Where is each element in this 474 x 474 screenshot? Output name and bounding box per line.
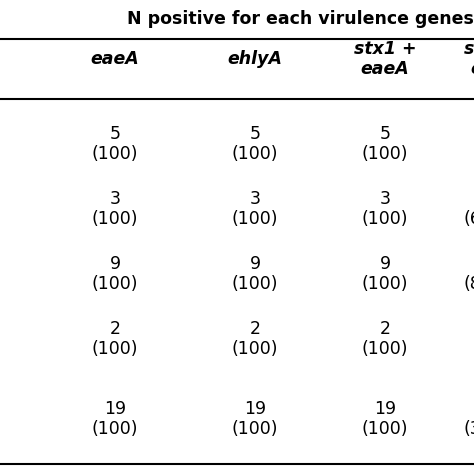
Text: 7
(36.84): 7 (36.84) (464, 400, 474, 438)
Text: 19
(100): 19 (100) (92, 400, 138, 438)
Text: 2
(100): 2 (100) (232, 319, 278, 358)
Text: 1
(66.66): 1 (66.66) (463, 190, 474, 228)
Text: 9
(100): 9 (100) (92, 255, 138, 293)
Text: 2
(100): 2 (100) (92, 319, 138, 358)
Text: 3
(100): 3 (100) (362, 190, 408, 228)
Text: eaeA: eaeA (91, 50, 139, 68)
Text: 9
(100): 9 (100) (232, 255, 278, 293)
Text: 3
(88.88): 3 (88.88) (464, 255, 474, 293)
Text: 5
(100): 5 (100) (92, 125, 138, 164)
Text: stx2 +
eaeA: stx2 + eaeA (464, 40, 474, 78)
Text: stx1 +
eaeA: stx1 + eaeA (354, 40, 416, 78)
Text: 5
(100): 5 (100) (362, 125, 408, 164)
Text: 3
(100): 3 (100) (92, 190, 138, 228)
Text: 19
(100): 19 (100) (232, 400, 278, 438)
Text: 2
(100): 2 (100) (362, 319, 408, 358)
Text: 9
(100): 9 (100) (362, 255, 408, 293)
Text: N positive for each virulence genes: N positive for each virulence genes (127, 10, 474, 28)
Text: 19
(100): 19 (100) (362, 400, 408, 438)
Text: ehlyA: ehlyA (228, 50, 283, 68)
Text: 3
(100): 3 (100) (232, 190, 278, 228)
Text: 5
(100): 5 (100) (232, 125, 278, 164)
